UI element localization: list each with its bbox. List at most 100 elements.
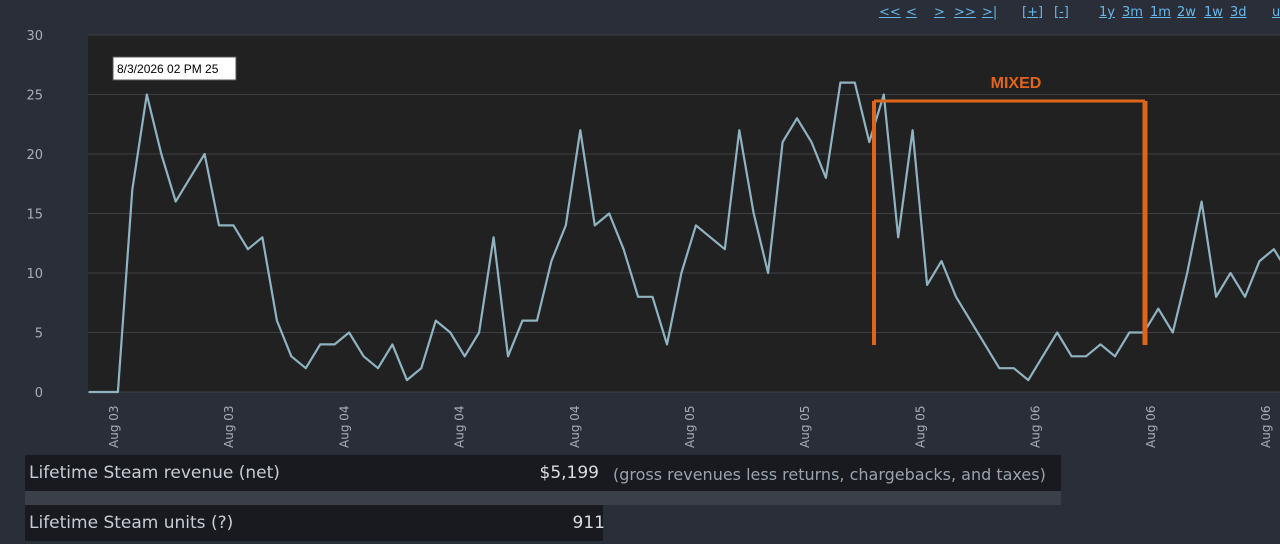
- nav-prev-link[interactable]: <: [906, 5, 917, 20]
- revenue-note: (gross revenues less returns, chargeback…: [613, 465, 1046, 484]
- units-row: Lifetime Steam units (?) 911: [25, 505, 605, 541]
- revenue-value: $5,199: [539, 463, 599, 483]
- data-point: [449, 331, 452, 334]
- range-cut-link[interactable]: u: [1272, 5, 1280, 20]
- data-point: [608, 212, 610, 215]
- data-point: [492, 236, 495, 239]
- data-point: [594, 224, 596, 227]
- data-point: [767, 272, 769, 274]
- x-tick-label: Aug 06: [1259, 405, 1273, 448]
- data-point: [940, 260, 943, 262]
- nav-last-link[interactable]: >|: [982, 5, 998, 20]
- data-point: [88, 391, 90, 393]
- y-tick-label: 20: [26, 148, 43, 163]
- mixed-annotation: MIXED: [872, 75, 1148, 345]
- data-point: [709, 236, 712, 239]
- x-tick-label: Aug 04: [568, 405, 582, 448]
- data-point: [348, 331, 350, 334]
- data-point: [1099, 343, 1102, 346]
- data-point: [261, 236, 264, 239]
- data-point: [247, 248, 249, 250]
- y-tick-label: 30: [26, 29, 43, 44]
- range-2w-link[interactable]: 2w: [1177, 5, 1196, 20]
- x-tick-label: Aug 03: [107, 405, 121, 448]
- x-tick-label: Aug 06: [1029, 405, 1043, 448]
- x-tick-label: Aug 05: [913, 405, 927, 448]
- data-point: [796, 117, 798, 120]
- units-label[interactable]: Lifetime Steam units (?): [29, 513, 234, 533]
- y-tick-label: 10: [26, 267, 43, 282]
- data-point: [1258, 260, 1261, 262]
- range-3d-link[interactable]: 3d: [1230, 5, 1247, 20]
- y-tick-label: 5: [35, 327, 43, 342]
- data-point: [146, 93, 148, 96]
- data-point: [290, 355, 293, 358]
- data-point: [420, 367, 423, 370]
- data-point: [550, 260, 553, 262]
- data-point: [117, 391, 119, 393]
- tooltip-box: [112, 56, 237, 81]
- x-tick-label: Aug 04: [453, 405, 467, 448]
- data-point: [1085, 355, 1087, 358]
- data-point: [463, 355, 466, 358]
- data-point: [883, 93, 885, 96]
- y-tick-label: 15: [26, 208, 43, 223]
- data-point: [435, 319, 437, 322]
- x-tick-label: Aug 04: [337, 405, 351, 448]
- data-point: [752, 212, 755, 215]
- data-point: [955, 296, 957, 298]
- range-1w-link[interactable]: 1w: [1204, 5, 1223, 20]
- x-tick-label: Aug 05: [683, 405, 697, 448]
- tooltip-text: 8/3/2026 02 PM 25: [117, 62, 219, 76]
- data-point: [680, 272, 683, 274]
- x-axis-ticks: Aug 03 Aug 03 Aug 04 Aug 04 Aug 04 Aug 05 Aug …: [107, 405, 1273, 448]
- nav-next-link[interactable]: >: [934, 5, 945, 20]
- range-1m-link[interactable]: 1m: [1150, 5, 1171, 20]
- data-point: [695, 224, 697, 227]
- zoom-in-link[interactable]: [+]: [1022, 5, 1044, 20]
- data-point: [362, 355, 365, 358]
- data-point: [825, 177, 827, 179]
- revenue-label: Lifetime Steam revenue (net): [29, 463, 280, 483]
- series-line[interactable]: [89, 81, 1280, 394]
- data-point: [651, 296, 654, 298]
- data-point: [391, 343, 394, 346]
- y-tick-label: 0: [35, 386, 43, 401]
- y-tick-label: 25: [26, 89, 43, 104]
- data-point: [984, 343, 986, 346]
- revenue-row: Lifetime Steam revenue (net) $5,199 (gro…: [25, 455, 1061, 491]
- data-point: [1041, 355, 1044, 358]
- data-point: [131, 188, 134, 191]
- data-point: [911, 129, 914, 131]
- data-point: [637, 296, 639, 298]
- data-point: [839, 81, 842, 84]
- data-point: [854, 81, 856, 84]
- units-value: 911: [572, 513, 605, 533]
- data-point: [579, 129, 582, 131]
- annotation-label: MIXED: [991, 75, 1042, 92]
- data-point: [160, 153, 163, 155]
- data-point: [810, 141, 813, 143]
- data-point: [305, 367, 307, 370]
- chart-navigation: << < > >> >| [+] [-] 1y 3m 1m 2w 1w 3d u: [0, 5, 1280, 25]
- range-3m-link[interactable]: 3m: [1122, 5, 1143, 20]
- nav-first-link[interactable]: <<: [879, 5, 901, 20]
- data-point: [1157, 307, 1160, 310]
- zoom-out-link[interactable]: [-]: [1054, 5, 1069, 20]
- data-point: [507, 355, 509, 358]
- data-point: [1114, 355, 1116, 358]
- data-point: [377, 367, 379, 370]
- nav-fast-forward-link[interactable]: >>: [954, 5, 976, 20]
- gridlines: [88, 34, 1280, 393]
- data-point: [478, 331, 480, 334]
- data-point: [232, 224, 235, 227]
- range-1y-link[interactable]: 1y: [1099, 5, 1115, 20]
- data-point: [926, 284, 928, 286]
- data-point: [1186, 272, 1188, 274]
- data-point: [203, 153, 206, 155]
- data-point: [276, 319, 278, 322]
- data-point: [1244, 296, 1246, 298]
- x-tick-label: Aug 03: [222, 405, 236, 448]
- data-point: [333, 343, 336, 346]
